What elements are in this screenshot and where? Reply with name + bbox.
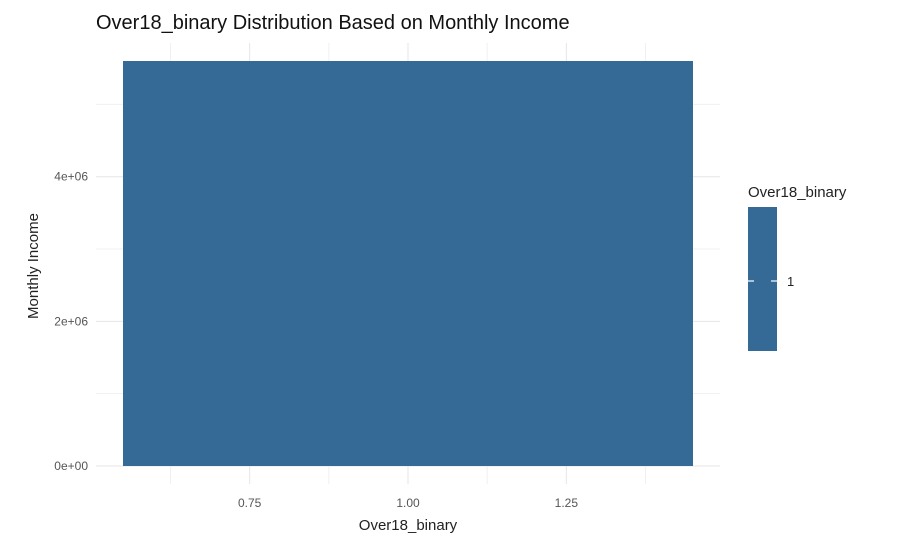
bars <box>123 61 693 466</box>
y-tick-labels: 0e+00 2e+06 4e+06 <box>54 170 88 473</box>
legend-label: 1 <box>787 274 794 289</box>
x-tick-label: 0.75 <box>238 496 262 510</box>
bar <box>123 61 693 466</box>
legend-title: Over18_binary <box>748 184 847 201</box>
x-tick-label: 1.25 <box>555 496 579 510</box>
x-tick-label: 1.00 <box>396 496 420 510</box>
y-axis-title: Monthly Income <box>25 213 42 319</box>
x-tick-labels: 0.75 1.00 1.25 <box>238 496 578 510</box>
chart-title: Over18_binary Distribution Based on Mont… <box>96 12 570 34</box>
y-tick-label: 2e+06 <box>54 314 88 328</box>
y-tick-label: 0e+00 <box>54 459 88 473</box>
legend-colorbar <box>748 207 777 351</box>
x-axis-title: Over18_binary <box>359 517 458 534</box>
y-tick-label: 4e+06 <box>54 170 88 184</box>
legend: Over18_binary 1 <box>748 184 847 351</box>
